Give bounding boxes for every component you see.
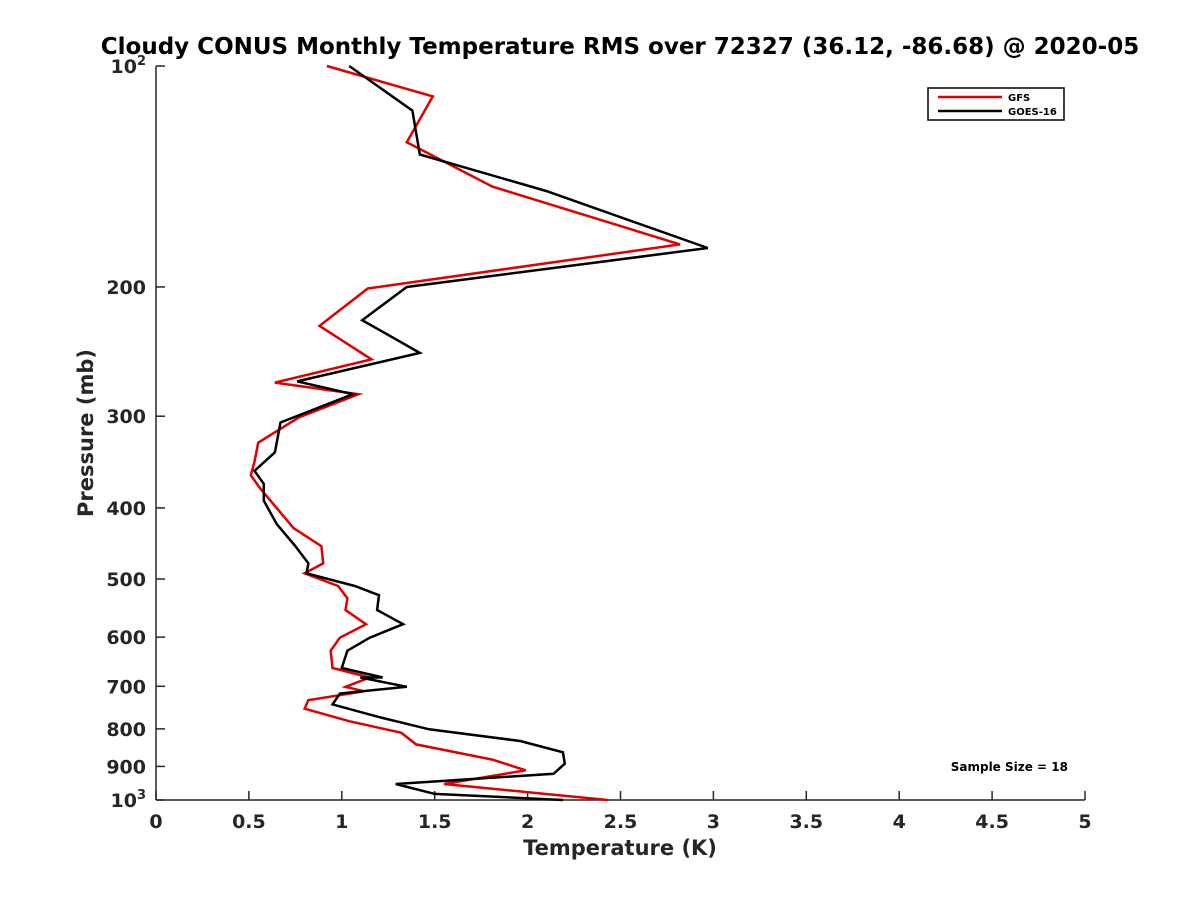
x-tick-label: 1 xyxy=(335,811,348,833)
y-tick-label-base: 600 xyxy=(106,627,146,649)
y-tick-label-base: 10 xyxy=(111,790,137,812)
legend-label-gfs: GFS xyxy=(1008,93,1030,104)
y-axis-label: Pressure (mb) xyxy=(74,349,98,517)
y-tick-label-base: 800 xyxy=(106,719,146,741)
y-tick-label: 900 xyxy=(106,756,146,778)
y-tick-label: 102 xyxy=(111,54,147,78)
y-tick-label: 500 xyxy=(106,569,146,591)
y-tick-label-base: 900 xyxy=(106,756,146,778)
x-tick-label: 1.5 xyxy=(418,811,452,833)
x-tick-label: 4 xyxy=(893,811,906,833)
x-tick-label: 3 xyxy=(707,811,720,833)
chart-title: Cloudy CONUS Monthly Temperature RMS ove… xyxy=(101,34,1139,60)
x-tick-label: 3.5 xyxy=(789,811,823,833)
x-tick-label: 2.5 xyxy=(604,811,638,833)
y-tick-label: 300 xyxy=(106,406,146,428)
y-tick-label: 800 xyxy=(106,719,146,741)
sample-size-annotation: Sample Size = 18 xyxy=(951,760,1068,774)
y-tick-label-base: 500 xyxy=(106,569,146,591)
x-tick-label: 5 xyxy=(1078,811,1091,833)
x-ticks: 0 0.5 1 1.5 2 2.5 3 3.5 4 4.5 5 xyxy=(149,791,1092,833)
y-tick-label: 700 xyxy=(106,676,146,698)
x-tick-label: 0 xyxy=(149,811,162,833)
series-line-gfs xyxy=(249,64,681,802)
legend: GFS GOES-16 xyxy=(927,87,1065,121)
x-axis-label: Temperature (K) xyxy=(523,836,717,860)
y-tick-label-base: 700 xyxy=(106,676,146,698)
y-tick-label-base: 10 xyxy=(111,56,137,78)
legend-label-goes16: GOES-16 xyxy=(1008,107,1057,118)
x-tick-label: 0.5 xyxy=(232,811,266,833)
x-tick-label: 4.5 xyxy=(975,811,1009,833)
y-tick-label-base: 300 xyxy=(106,406,146,428)
y-tick-label-exponent: 2 xyxy=(137,54,146,69)
series-layer xyxy=(249,64,709,802)
y-tick-label: 200 xyxy=(106,277,146,299)
y-tick-label: 400 xyxy=(106,498,146,520)
series-line-goes16 xyxy=(252,64,709,802)
legend-box xyxy=(927,87,1065,121)
y-tick-label: 103 xyxy=(111,788,147,812)
y-tick-label-exponent: 3 xyxy=(137,788,146,803)
y-tick-label-base: 400 xyxy=(106,498,146,520)
x-tick-label: 2 xyxy=(521,811,534,833)
y-tick-label-base: 200 xyxy=(106,277,146,299)
y-tick-label: 600 xyxy=(106,627,146,649)
